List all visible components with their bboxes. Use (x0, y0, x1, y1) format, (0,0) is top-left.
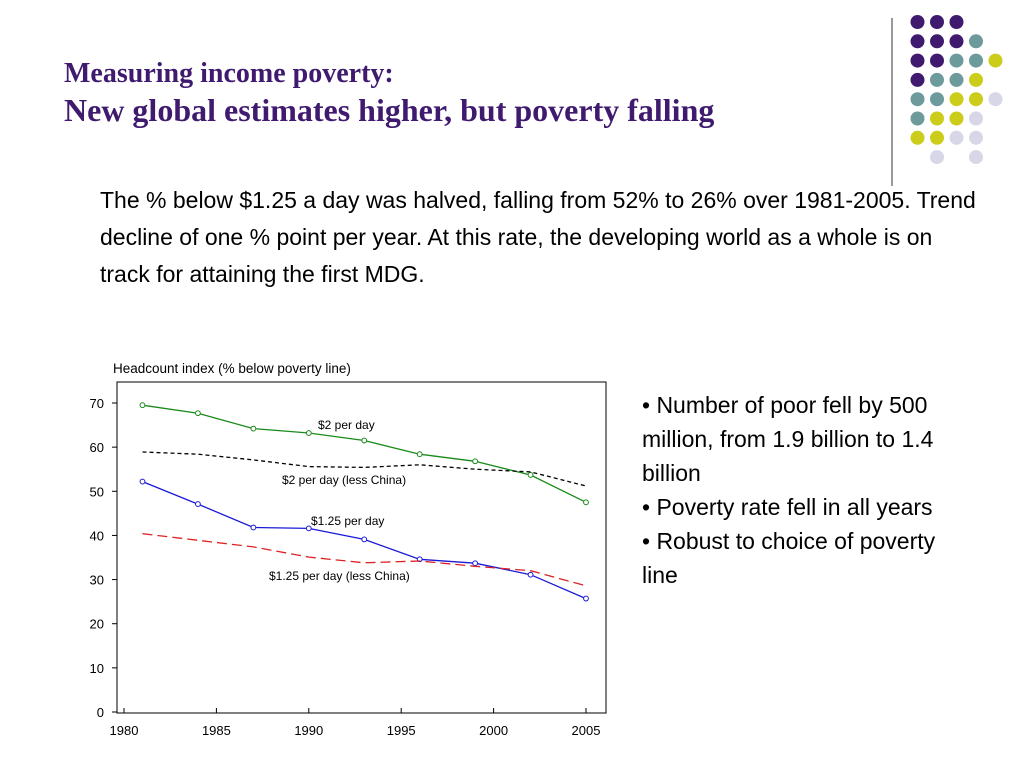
data-point (527, 472, 534, 478)
summary-paragraph: The % below $1.25 a day was halved, fall… (100, 187, 976, 287)
x-tick-label: 2005 (572, 723, 601, 738)
bullet-item-poor-count: • Number of poor fell by 500 million, fr… (642, 392, 934, 486)
bullet-item-robust: • Robust to choice of poverty line (642, 528, 936, 588)
plot-frame (116, 381, 607, 714)
data-point (305, 525, 312, 532)
y-tick-label: 10 (90, 661, 104, 676)
slide-title: Measuring income poverty: New global est… (64, 58, 714, 130)
y-tick-label: 70 (90, 396, 104, 411)
x-tick-label: 1995 (387, 723, 416, 738)
chart-series (139, 402, 589, 602)
x-tick-label: 1990 (294, 723, 323, 738)
series-label-2-per-day-less-china: $2 per day (less China) (282, 473, 406, 487)
data-point (527, 571, 534, 578)
data-point (472, 560, 479, 567)
data-point (250, 524, 257, 531)
data-point (472, 458, 479, 465)
x-tick-label: 1985 (202, 723, 231, 738)
series-label-1-25-per-day-less-china: $1.25 per day (less China) (269, 569, 410, 583)
data-point (583, 499, 589, 506)
data-point (361, 536, 368, 543)
data-point (195, 410, 201, 417)
y-tick-label: 0 (97, 705, 104, 720)
bullet-list: • Number of poor fell by 500 million, fr… (642, 388, 972, 592)
data-point (361, 437, 368, 444)
bullet-item-rate-fell: • Poverty rate fell in all years (642, 494, 933, 520)
data-point (305, 430, 312, 436)
title-line-1: Measuring income poverty: (64, 58, 394, 89)
x-tick-label: 1980 (110, 723, 139, 738)
y-tick-label: 40 (90, 528, 104, 543)
data-point (583, 595, 589, 602)
y-tick-label: 20 (90, 617, 104, 632)
chart-axes: 0 10 20 30 40 50 60 70 1980 1985 1990 1995 2000 2005 (90, 396, 601, 738)
data-point (250, 425, 257, 432)
chart-title: Headcount index (% below poverty line) (113, 361, 351, 376)
y-tick-label: 60 (90, 440, 104, 455)
y-tick-label: 50 (90, 484, 104, 499)
title-line-2: New global estimates higher, but poverty… (64, 92, 715, 128)
series-label-1-25-per-day: $1.25 per day (311, 514, 384, 528)
x-tick-label: 2000 (479, 723, 508, 738)
data-point (139, 402, 146, 409)
series-label-2-per-day: $2 per day (318, 418, 375, 432)
title-divider-line (891, 18, 893, 186)
data-point (416, 451, 423, 458)
series-labels: $2 per day $2 per day (less China) $1.25… (269, 418, 410, 583)
y-tick-label: 30 (90, 573, 104, 588)
data-point (139, 478, 146, 485)
data-point (195, 501, 201, 507)
